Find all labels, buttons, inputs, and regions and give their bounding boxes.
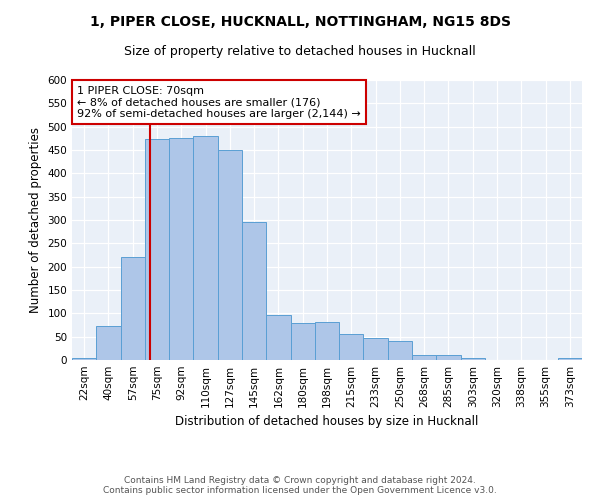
Bar (145, 140, 169, 360)
Bar (364, 338, 388, 360)
Bar (290, 322, 315, 360)
Text: Contains HM Land Registry data © Crown copyright and database right 2024.
Contai: Contains HM Land Registry data © Crown c… (103, 476, 497, 495)
Bar (72, 358, 96, 360)
Bar (436, 355, 461, 360)
Bar (266, 314, 290, 360)
X-axis label: Distribution of detached houses by size in Hucknall: Distribution of detached houses by size … (175, 416, 479, 428)
Bar (96, 326, 121, 360)
Bar (193, 136, 218, 360)
Bar (558, 358, 582, 360)
Bar (412, 355, 436, 360)
Y-axis label: Number of detached properties: Number of detached properties (29, 127, 42, 313)
Text: 1, PIPER CLOSE, HUCKNALL, NOTTINGHAM, NG15 8DS: 1, PIPER CLOSE, HUCKNALL, NOTTINGHAM, NG… (89, 15, 511, 29)
Bar (218, 150, 242, 360)
Bar (121, 258, 145, 360)
Text: 1 PIPER CLOSE: 70sqm
← 8% of detached houses are smaller (176)
92% of semi-detac: 1 PIPER CLOSE: 70sqm ← 8% of detached ho… (77, 86, 361, 119)
Bar (461, 358, 485, 360)
Text: Size of property relative to detached houses in Hucknall: Size of property relative to detached ho… (124, 45, 476, 58)
Bar (169, 138, 193, 360)
Bar (388, 341, 412, 360)
Bar (315, 322, 339, 360)
Bar (242, 222, 266, 360)
Bar (339, 334, 364, 360)
